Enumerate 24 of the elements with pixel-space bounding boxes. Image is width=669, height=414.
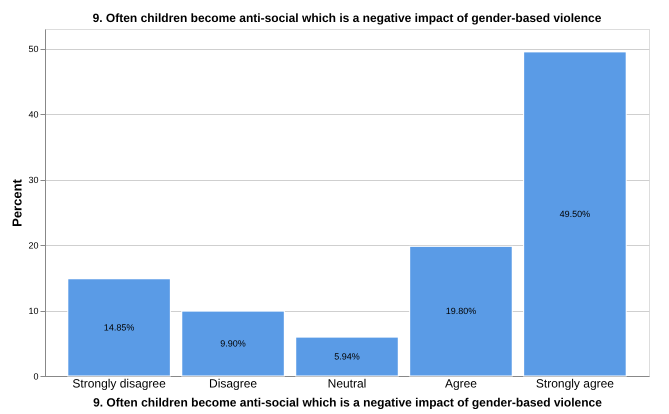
y-axis-title: Percent (9, 178, 24, 227)
data-label: 5.94% (334, 352, 360, 362)
x-axis-title: 9. Often children become anti-social which is a negative impact of gender-based violence (93, 396, 602, 410)
data-label: 14.85% (104, 322, 134, 332)
x-tick-label: Strongly agree (536, 376, 614, 390)
y-tick-label: 30 (28, 175, 38, 186)
data-label: 49.50% (560, 208, 590, 219)
bar (295, 336, 399, 376)
x-tick-label: Strongly disagree (72, 376, 166, 390)
x-tick-label: Agree (444, 376, 478, 390)
chart-title: 9. Often children become anti-social which is a negative impact of gender-based violence (92, 11, 602, 25)
data-label: 19.80% (446, 306, 476, 316)
bar (181, 310, 285, 376)
data-label: 9.90% (220, 338, 246, 349)
bar (67, 278, 171, 376)
y-tick-label: 40 (28, 110, 38, 120)
y-tick-label: 0 (33, 372, 38, 382)
bar (523, 51, 627, 376)
y-tick-label: 10 (28, 306, 38, 316)
y-tick-label: 20 (28, 240, 38, 251)
x-tick-label: Neutral (328, 376, 366, 390)
x-tick-label: Disagree (209, 376, 258, 390)
y-tick-label: 50 (28, 44, 38, 54)
bar (409, 246, 513, 376)
